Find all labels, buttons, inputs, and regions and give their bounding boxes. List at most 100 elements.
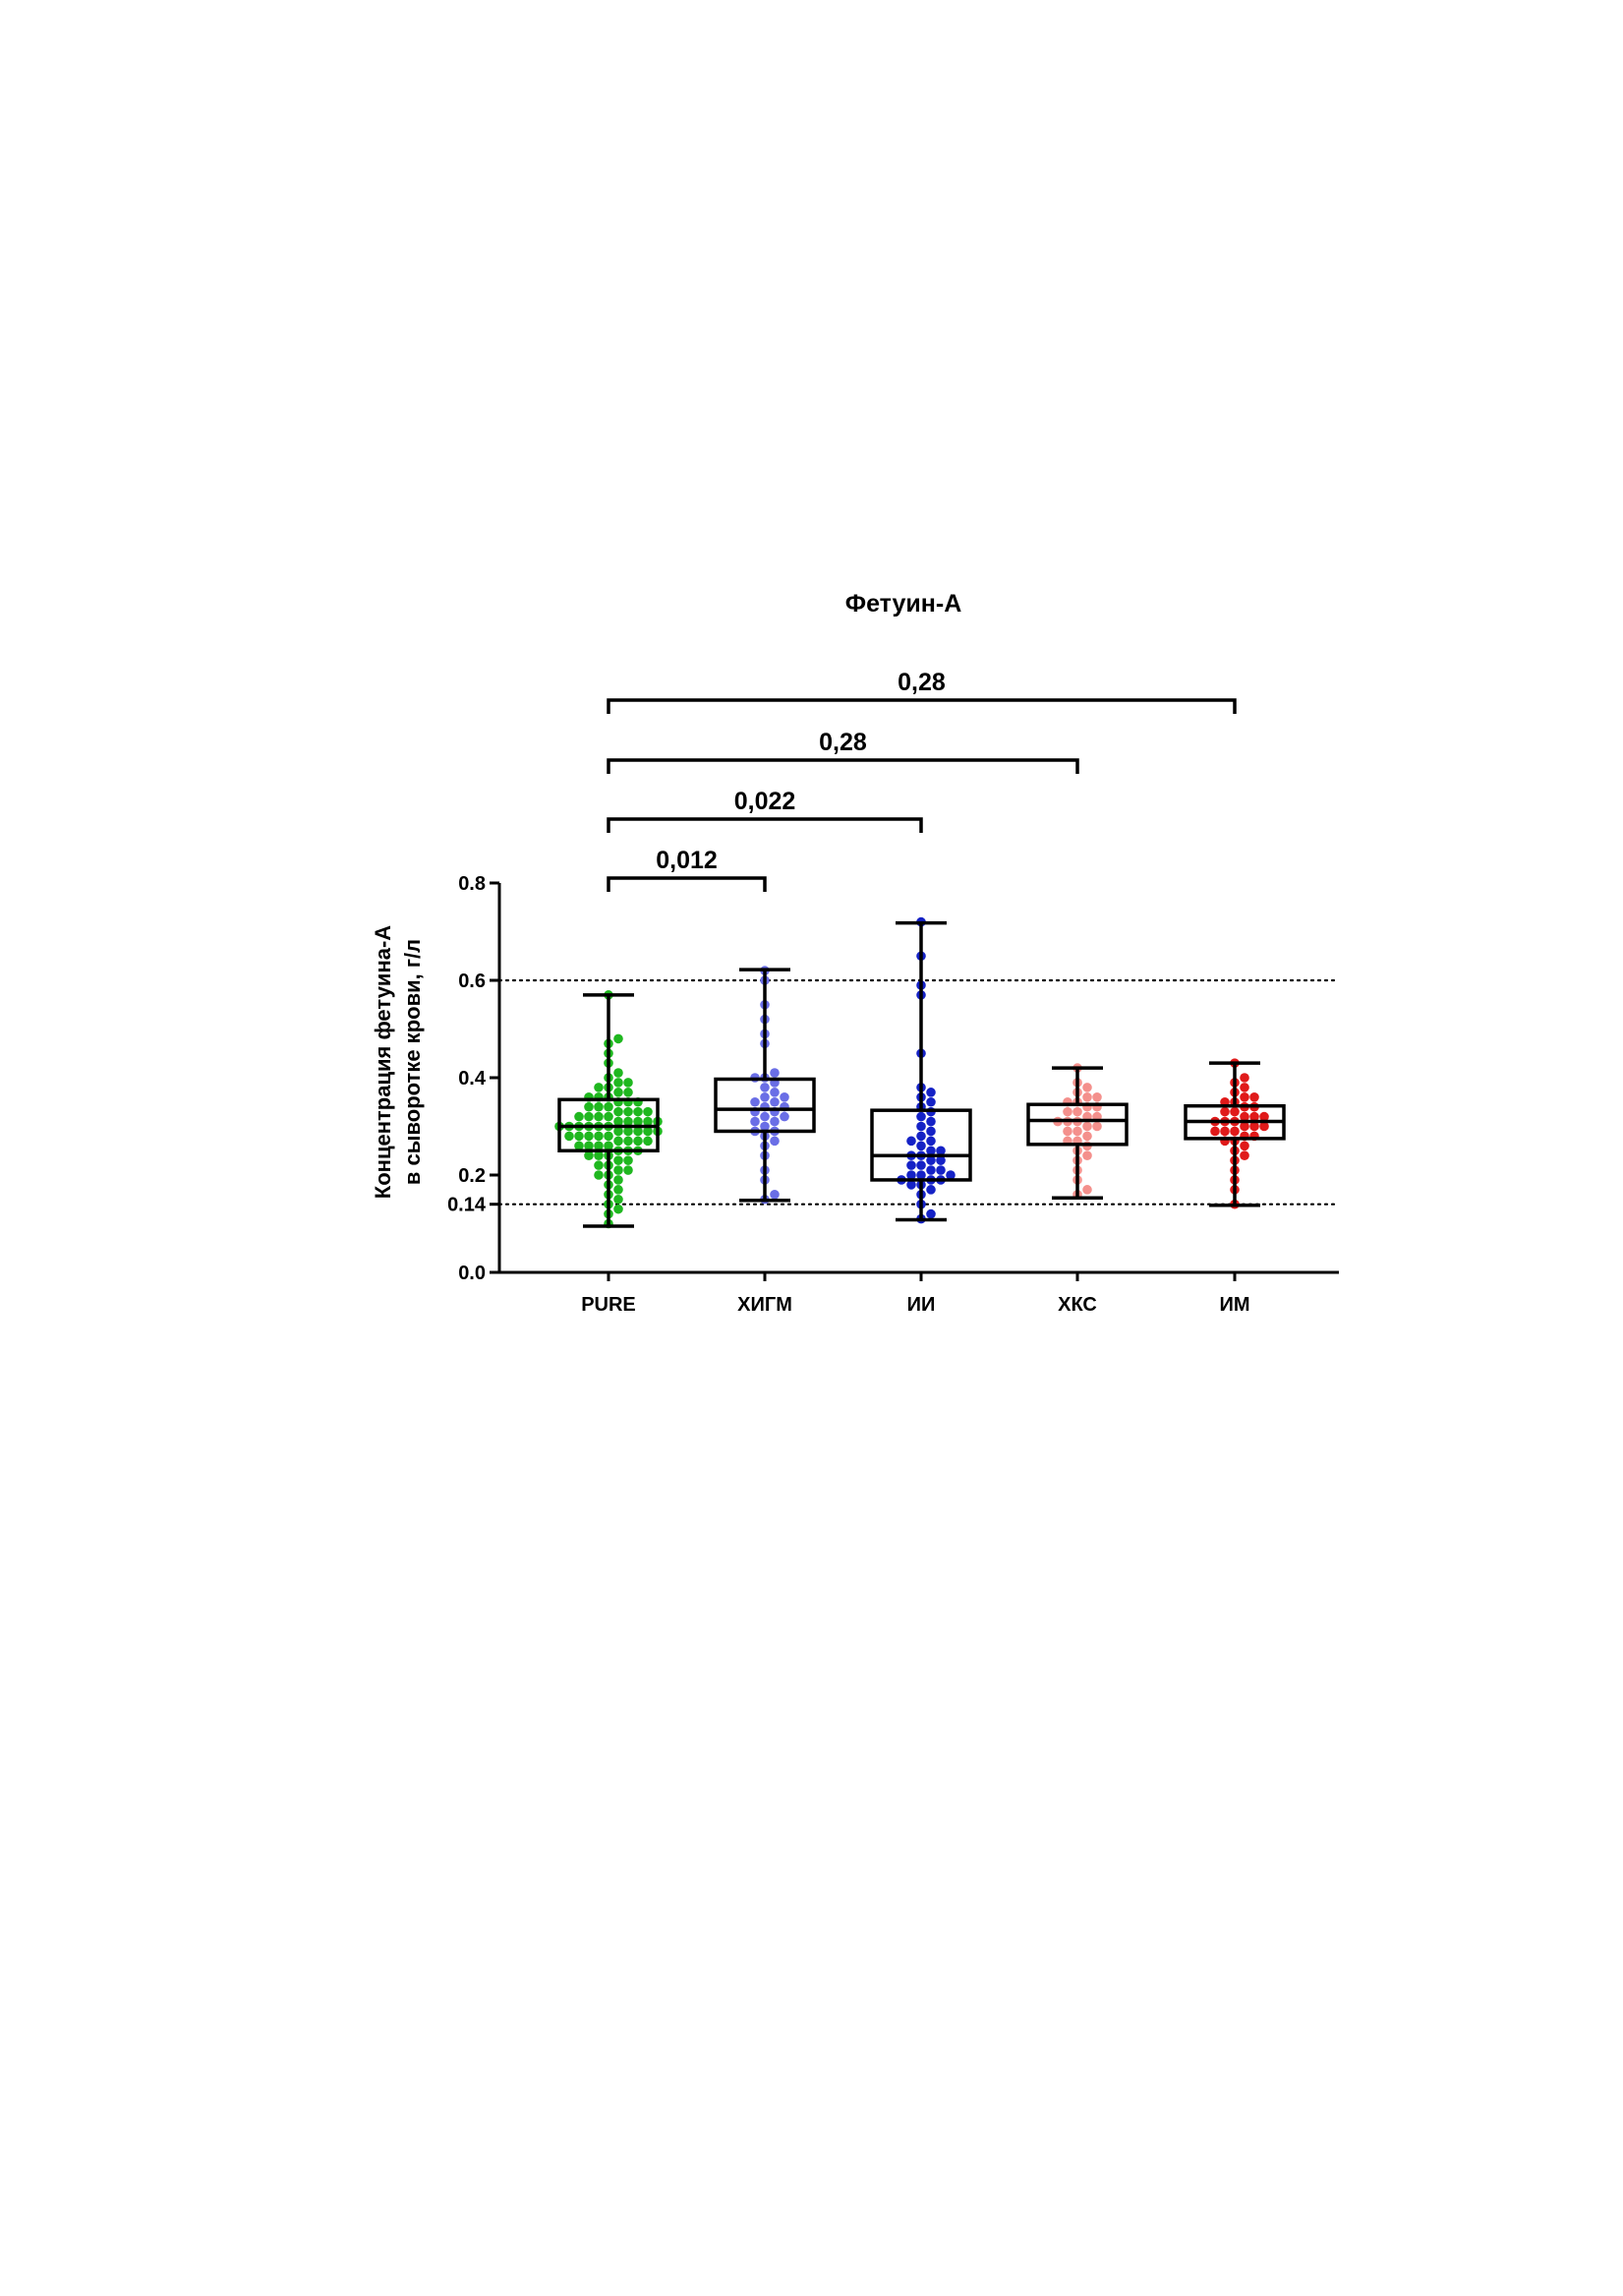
data-point	[1082, 1150, 1092, 1160]
data-point	[643, 1106, 653, 1117]
data-points	[554, 916, 1269, 1229]
data-point	[643, 1136, 653, 1147]
data-point	[936, 1165, 946, 1175]
data-point	[1092, 1121, 1102, 1132]
data-point	[574, 1131, 584, 1142]
data-point	[594, 1170, 604, 1180]
data-point	[594, 1160, 604, 1170]
data-point	[613, 1165, 623, 1175]
data-point	[613, 1126, 623, 1137]
data-point	[594, 1141, 604, 1151]
p-value-label: 0,022	[734, 788, 796, 815]
data-point	[1240, 1141, 1249, 1151]
data-point	[916, 1121, 926, 1132]
data-point	[946, 1170, 956, 1180]
y-tick-label: 0.8	[458, 873, 486, 895]
data-point	[564, 1131, 574, 1142]
data-point	[760, 1111, 770, 1122]
data-point	[770, 1096, 780, 1107]
box-plot	[870, 920, 972, 1222]
data-point	[574, 1111, 584, 1122]
data-point	[604, 1131, 613, 1142]
data-point	[760, 1092, 770, 1102]
y-tick-label: 0.14	[447, 1195, 487, 1216]
y-axis-label-line1: Концентрация фетуина-А	[371, 925, 395, 1199]
data-point	[594, 1083, 604, 1092]
data-point	[926, 1126, 936, 1137]
box-plot	[1026, 1066, 1129, 1201]
data-point	[1240, 1150, 1249, 1160]
significance-brackets: 0,28 0,28 0,022 0,012	[607, 669, 1237, 892]
data-point	[623, 1136, 633, 1147]
data-point	[623, 1155, 633, 1165]
data-point	[916, 1141, 926, 1151]
data-point	[1259, 1111, 1269, 1122]
data-point	[633, 1116, 643, 1127]
data-point	[780, 1092, 789, 1102]
data-point	[1230, 1126, 1240, 1137]
data-point	[604, 1111, 613, 1122]
data-point	[770, 1116, 780, 1127]
data-point	[906, 1136, 916, 1147]
x-category-label: ХИГМ	[737, 1294, 792, 1316]
data-point	[1240, 1073, 1249, 1083]
data-point	[1249, 1092, 1259, 1102]
box-plot	[557, 993, 660, 1228]
data-point	[906, 1160, 916, 1170]
data-point	[613, 1106, 623, 1117]
data-point	[750, 1096, 760, 1107]
data-point	[623, 1116, 633, 1127]
significance-bracket: 0,28	[607, 729, 1079, 774]
data-point	[613, 1204, 623, 1214]
data-point	[926, 1155, 936, 1165]
data-point	[906, 1170, 916, 1180]
data-point	[1082, 1185, 1092, 1195]
bracket-line	[607, 817, 923, 833]
data-point	[594, 1131, 604, 1142]
data-point	[643, 1126, 653, 1137]
data-point	[926, 1096, 936, 1107]
bracket-line	[607, 876, 767, 892]
chart-title: Фетуин-А	[845, 590, 962, 618]
y-axis-ticks: 0.0 0.14 0.2 0.4 0.6 0.8	[447, 873, 499, 1284]
bracket-line	[607, 698, 1237, 714]
data-point	[594, 1150, 604, 1160]
y-tick-label: 0.2	[458, 1165, 486, 1187]
x-category-label: ИМ	[1219, 1294, 1249, 1316]
data-point	[1230, 1106, 1240, 1117]
data-point	[604, 1141, 613, 1151]
data-point	[613, 1185, 623, 1195]
y-tick-label: 0.4	[458, 1068, 487, 1089]
data-point	[1240, 1121, 1249, 1132]
data-point	[1082, 1083, 1092, 1092]
data-point	[760, 1121, 770, 1132]
data-point	[633, 1106, 643, 1117]
data-point	[916, 1111, 926, 1122]
data-point	[770, 1068, 780, 1078]
data-point	[926, 1116, 936, 1127]
data-point	[613, 1194, 623, 1205]
data-point	[780, 1111, 789, 1122]
data-point	[770, 1190, 780, 1200]
data-point	[623, 1078, 633, 1088]
y-tick-label: 0.0	[458, 1263, 486, 1284]
data-point	[906, 1180, 916, 1190]
data-point	[584, 1141, 594, 1151]
data-point	[623, 1165, 633, 1175]
data-point	[613, 1068, 623, 1078]
data-point	[613, 1175, 623, 1185]
data-point	[926, 1088, 936, 1097]
data-point	[936, 1155, 946, 1165]
axes	[497, 883, 1339, 1274]
data-point	[1259, 1121, 1269, 1132]
data-point	[613, 1033, 623, 1044]
data-point	[760, 1083, 770, 1092]
data-point	[613, 1116, 623, 1127]
data-point	[613, 1136, 623, 1147]
data-point	[623, 1088, 633, 1097]
data-point	[916, 1160, 926, 1170]
data-point	[926, 1208, 936, 1219]
data-point	[584, 1150, 594, 1160]
data-point	[936, 1146, 946, 1156]
